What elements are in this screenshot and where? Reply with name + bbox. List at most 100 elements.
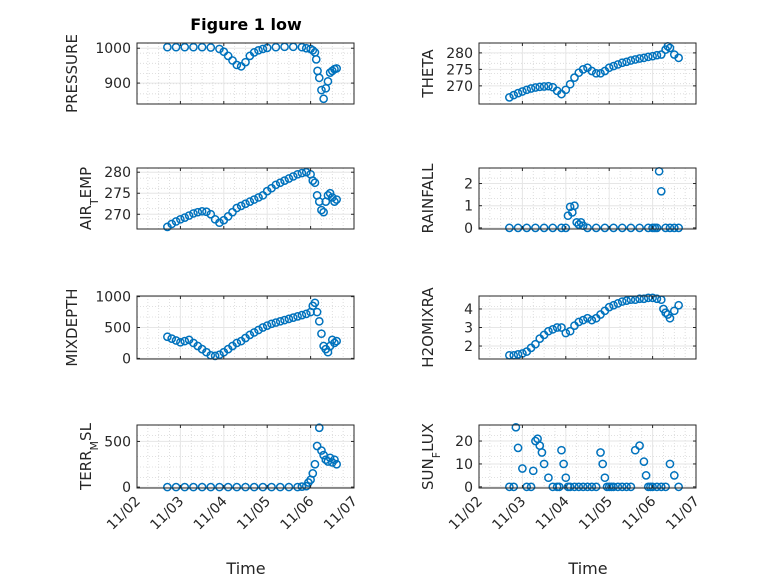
data-point bbox=[249, 328, 259, 337]
data-point bbox=[617, 223, 627, 233]
y-tick-label: 1000 bbox=[95, 41, 131, 57]
data-point bbox=[604, 63, 614, 73]
data-point bbox=[297, 42, 307, 52]
data-point bbox=[330, 197, 339, 207]
x-tick-label: 11/03 bbox=[489, 494, 529, 534]
data-point bbox=[167, 219, 177, 229]
data-point bbox=[674, 53, 683, 63]
x-tick-label: 11/02 bbox=[446, 494, 486, 534]
data-point bbox=[609, 223, 618, 233]
data-point bbox=[587, 482, 597, 492]
data-point bbox=[293, 482, 302, 492]
data-point bbox=[323, 76, 333, 86]
data-point bbox=[665, 313, 675, 323]
data-point bbox=[656, 186, 666, 196]
data-point bbox=[587, 66, 597, 76]
data-point bbox=[223, 51, 233, 61]
axes-box bbox=[136, 424, 355, 489]
data-point bbox=[280, 315, 289, 325]
data-point bbox=[241, 482, 250, 492]
y-tick-label: 270 bbox=[446, 79, 473, 95]
data-point bbox=[314, 423, 324, 433]
y-axis-label: TERRMSL bbox=[77, 422, 101, 491]
data-point bbox=[591, 482, 601, 492]
data-point bbox=[635, 54, 644, 63]
data-point bbox=[288, 313, 298, 322]
data-point bbox=[665, 223, 675, 233]
x-axis-label-left: Time bbox=[225, 559, 265, 578]
data-point bbox=[674, 300, 683, 310]
data-point bbox=[505, 482, 514, 492]
data-point bbox=[176, 337, 185, 347]
data-point bbox=[206, 209, 216, 219]
data-point bbox=[574, 482, 584, 492]
data-point bbox=[661, 482, 670, 492]
data-point bbox=[639, 53, 649, 63]
data-point bbox=[570, 482, 579, 492]
data-point bbox=[583, 223, 592, 233]
data-point bbox=[596, 68, 605, 78]
subplot-5: 2 3 4 H2OMIXRA bbox=[419, 287, 697, 368]
data-point bbox=[197, 42, 207, 52]
x-tick-label: 11/02 bbox=[104, 494, 144, 534]
data-point bbox=[574, 317, 584, 327]
data-point bbox=[641, 471, 651, 480]
data-point bbox=[531, 436, 540, 446]
data-point bbox=[215, 218, 224, 228]
data-point bbox=[522, 223, 532, 233]
data-point bbox=[312, 441, 322, 451]
data-point bbox=[267, 482, 276, 492]
y-label-subscript: M bbox=[88, 441, 101, 451]
y-tick-label: 20 bbox=[455, 434, 473, 450]
data-point bbox=[228, 56, 237, 65]
axes-box bbox=[478, 167, 697, 230]
data-point bbox=[319, 207, 328, 217]
data-point bbox=[310, 298, 320, 308]
data-point bbox=[652, 294, 662, 304]
data-point bbox=[310, 459, 320, 469]
data-point bbox=[528, 466, 538, 476]
data-point bbox=[609, 300, 618, 310]
data-point bbox=[535, 82, 545, 92]
y-tick-label: 3 bbox=[464, 321, 473, 337]
x-tick-label: 11/04 bbox=[533, 493, 573, 533]
data-point bbox=[557, 223, 566, 233]
data-point bbox=[537, 448, 547, 457]
data-point bbox=[249, 195, 259, 204]
subplot-4: 0 500 1000 MIXDEPTH bbox=[63, 288, 355, 367]
data-point bbox=[171, 336, 181, 345]
data-point bbox=[572, 217, 582, 227]
data-point bbox=[310, 178, 320, 188]
data-point bbox=[565, 326, 575, 336]
data-point bbox=[587, 315, 597, 325]
x-tick-label: 11/06 bbox=[620, 493, 660, 533]
data-point bbox=[215, 44, 224, 54]
data-point bbox=[505, 223, 514, 233]
y-tick-label: 500 bbox=[104, 434, 131, 450]
data-point bbox=[280, 176, 289, 185]
data-point bbox=[319, 94, 328, 104]
y-axis-label: PRESSURE bbox=[63, 34, 81, 113]
data-point bbox=[622, 57, 631, 67]
data-point bbox=[591, 68, 601, 78]
data-point bbox=[565, 482, 575, 492]
data-point bbox=[626, 56, 636, 65]
y-label-part: SL bbox=[77, 422, 95, 441]
data-point bbox=[669, 306, 679, 316]
data-point bbox=[613, 299, 623, 308]
data-point bbox=[552, 323, 562, 332]
data-point bbox=[652, 482, 662, 492]
x-tick-label: 11/05 bbox=[576, 494, 616, 534]
data-point bbox=[526, 482, 536, 492]
x-axis-label-right: Time bbox=[567, 559, 607, 578]
data-point bbox=[163, 332, 172, 342]
data-point bbox=[254, 325, 263, 335]
data-point bbox=[249, 482, 259, 492]
data-point bbox=[245, 197, 255, 207]
data-point bbox=[284, 174, 294, 183]
data-point bbox=[258, 482, 268, 492]
